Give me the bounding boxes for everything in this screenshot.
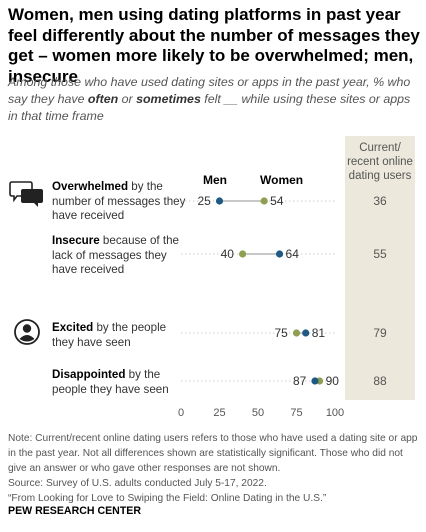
subtitle-often: often [87, 92, 119, 106]
x-tick-label: 100 [325, 407, 345, 419]
men-value-label: 87 [292, 374, 307, 388]
women-dot [260, 197, 268, 205]
men-dot [302, 329, 310, 337]
row-label-bold: Overwhelmed [52, 180, 129, 193]
x-tick-label: 75 [290, 407, 303, 419]
row-label-excited: Excited by the people they have seen [52, 321, 187, 350]
total-value: 55 [373, 247, 387, 261]
totals-column-background [345, 136, 415, 400]
message-bubbles-icon [9, 181, 43, 207]
row-label-disappointed: Disappointed by the people they have see… [52, 368, 187, 397]
row-label-rest: because of the lack of messages they hav… [52, 234, 179, 276]
row-label-insecure: Insecure because of the lack of messages… [52, 234, 187, 278]
row-label-bold: Excited [52, 321, 94, 334]
women-value-label: 90 [325, 374, 339, 388]
men-dot [275, 250, 284, 258]
chart-subtitle: Among those who have used dating sites o… [8, 74, 418, 125]
subtitle-part2: felt __ while using these sites or apps … [8, 92, 411, 123]
men-value-label: 81 [311, 326, 326, 340]
note-text: Note: Current/recent online dating users… [8, 433, 418, 474]
women-dot [292, 329, 301, 337]
row-label-rest: by the number of messages they have rece… [52, 180, 186, 222]
men-dot [215, 197, 224, 205]
x-tick-label: 25 [213, 407, 226, 419]
row-label-bold: Insecure [52, 234, 100, 247]
men-value-label: 25 [197, 194, 211, 208]
women-dot [239, 250, 247, 258]
x-tick-label: 0 [177, 407, 185, 419]
total-value: 36 [373, 194, 387, 208]
men-dot [311, 377, 319, 385]
women-value-label: 75 [274, 326, 288, 340]
legend-men: Men [203, 173, 227, 187]
org-name: PEW RESEARCH CENTER [8, 505, 142, 517]
row-label-rest: by the people they have seen [52, 368, 169, 396]
row-label-bold: Disappointed [52, 368, 126, 381]
source-text: Source: Survey of U.S. adults conducted … [8, 478, 267, 489]
totals-column-header: Current/ recent online dating users [347, 142, 413, 182]
women-value-label: 54 [270, 194, 284, 208]
men-value-label: 64 [285, 247, 299, 261]
total-value: 79 [373, 326, 387, 340]
total-value: 88 [373, 374, 387, 388]
row-label-overwhelmed: Overwhelmed by the number of messages th… [52, 180, 187, 224]
x-tick-label: 50 [251, 407, 265, 419]
row-label-rest: by the people they have seen [52, 321, 167, 349]
subtitle-sometimes: sometimes [136, 92, 201, 106]
chart-title: Women, men using dating platforms in pas… [8, 5, 420, 86]
subtitle-part1: Among those who have used dating sites o… [8, 75, 411, 106]
person-icon [14, 319, 40, 345]
subtitle-or: or [118, 92, 137, 106]
legend-women: Women [260, 173, 304, 187]
report-title: “From Looking for Love to Swiping the Fi… [8, 493, 327, 504]
chart-notes: Note: Current/recent online dating users… [8, 431, 422, 506]
women-value-label: 40 [220, 247, 234, 261]
